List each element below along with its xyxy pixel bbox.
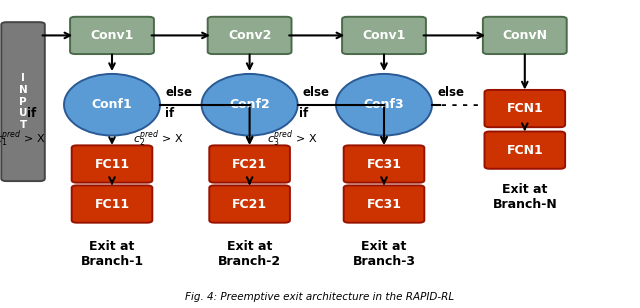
FancyBboxPatch shape bbox=[344, 145, 424, 183]
Text: FC31: FC31 bbox=[367, 197, 401, 211]
Text: Conv2: Conv2 bbox=[228, 29, 271, 42]
Text: FC11: FC11 bbox=[95, 157, 129, 171]
Text: $c_{1}^{pred}$ > X: $c_{1}^{pred}$ > X bbox=[0, 128, 45, 149]
Text: $c_{2}^{pred}$ > X: $c_{2}^{pred}$ > X bbox=[133, 128, 183, 149]
Ellipse shape bbox=[202, 74, 298, 136]
Text: ConvN: ConvN bbox=[502, 29, 547, 42]
Text: FC11: FC11 bbox=[95, 197, 129, 211]
Text: Conf3: Conf3 bbox=[364, 98, 404, 111]
FancyBboxPatch shape bbox=[72, 145, 152, 183]
FancyBboxPatch shape bbox=[70, 17, 154, 54]
FancyBboxPatch shape bbox=[484, 132, 565, 169]
Text: else: else bbox=[165, 86, 192, 99]
Text: $c_{3}^{pred}$ > X: $c_{3}^{pred}$ > X bbox=[268, 128, 317, 149]
Text: FC21: FC21 bbox=[232, 197, 267, 211]
Text: if: if bbox=[28, 107, 36, 120]
FancyBboxPatch shape bbox=[207, 17, 292, 54]
Text: Conf2: Conf2 bbox=[229, 98, 270, 111]
Text: FCN1: FCN1 bbox=[506, 144, 543, 157]
Text: Exit at
Branch-N: Exit at Branch-N bbox=[492, 183, 557, 211]
FancyBboxPatch shape bbox=[342, 17, 426, 54]
Text: I
N
P
U
T: I N P U T bbox=[19, 73, 28, 130]
FancyBboxPatch shape bbox=[1, 22, 45, 181]
Text: FC31: FC31 bbox=[367, 157, 401, 171]
Text: Exit at
Branch-2: Exit at Branch-2 bbox=[218, 240, 281, 268]
Text: FCN1: FCN1 bbox=[506, 102, 543, 115]
FancyBboxPatch shape bbox=[209, 145, 290, 183]
Text: Conf1: Conf1 bbox=[92, 98, 132, 111]
Text: Exit at
Branch-3: Exit at Branch-3 bbox=[353, 240, 415, 268]
Text: else: else bbox=[437, 86, 464, 99]
Text: if: if bbox=[300, 107, 308, 120]
Ellipse shape bbox=[336, 74, 432, 136]
Ellipse shape bbox=[64, 74, 160, 136]
Text: Fig. 4: Preemptive exit architecture in the RAPID-RL: Fig. 4: Preemptive exit architecture in … bbox=[186, 292, 454, 302]
Text: - - - -: - - - - bbox=[441, 98, 478, 112]
Text: Exit at
Branch-1: Exit at Branch-1 bbox=[81, 240, 143, 268]
Text: if: if bbox=[165, 107, 174, 120]
Text: Conv1: Conv1 bbox=[90, 29, 134, 42]
FancyBboxPatch shape bbox=[483, 17, 567, 54]
Text: Conv1: Conv1 bbox=[362, 29, 406, 42]
Text: else: else bbox=[303, 86, 330, 99]
FancyBboxPatch shape bbox=[72, 185, 152, 223]
FancyBboxPatch shape bbox=[209, 185, 290, 223]
FancyBboxPatch shape bbox=[344, 185, 424, 223]
Text: FC21: FC21 bbox=[232, 157, 267, 171]
FancyBboxPatch shape bbox=[484, 90, 565, 127]
